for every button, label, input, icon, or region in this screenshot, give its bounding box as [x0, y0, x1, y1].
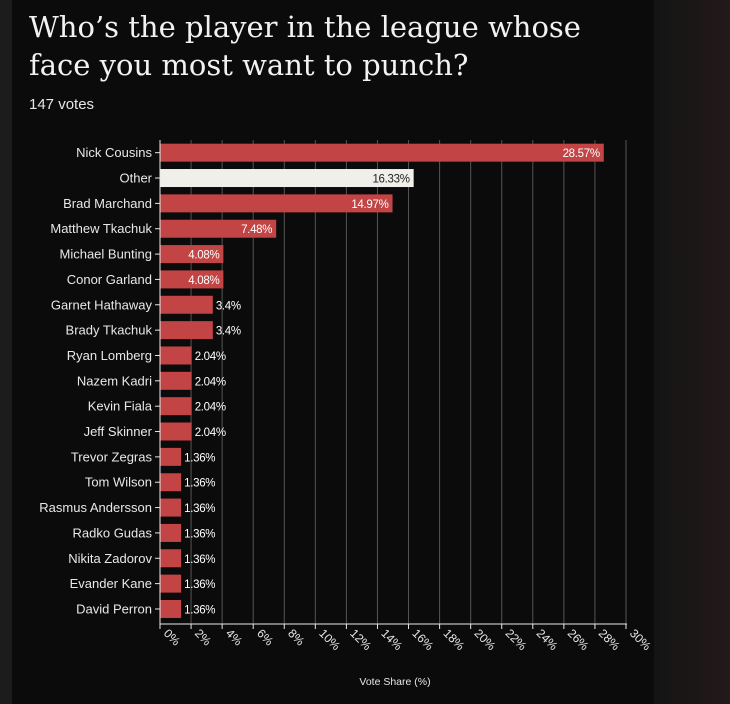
x-tick-label: 30%: [627, 626, 654, 653]
data-label: 4.08%: [188, 250, 219, 262]
y-tick-label: Kevin Fiala: [88, 399, 153, 414]
data-label: 4.08%: [188, 275, 219, 287]
bar: [160, 549, 182, 568]
background-edge: [654, 0, 730, 704]
data-label: 28.57%: [563, 148, 600, 160]
data-label: 2.04%: [195, 351, 226, 363]
bar: [160, 270, 224, 289]
data-label: 1.36%: [184, 452, 215, 464]
y-tick-label: Ryan Lomberg: [67, 348, 152, 363]
data-label: 1.36%: [184, 579, 215, 591]
x-tick-label: 20%: [472, 626, 499, 653]
y-tick-label: Michael Bunting: [60, 247, 153, 262]
x-tick-label: 22%: [503, 626, 530, 653]
y-tick-label: Evander Kane: [70, 576, 152, 591]
data-label: 2.04%: [195, 427, 226, 439]
x-tick-label: 12%: [347, 626, 374, 653]
bar: [160, 422, 192, 441]
x-tick-label: 10%: [316, 626, 343, 653]
data-label: 1.36%: [184, 503, 215, 515]
x-tick-label: 26%: [565, 626, 592, 653]
y-tick-label: Conor Garland: [67, 272, 152, 287]
y-tick-label: Trevor Zegras: [71, 449, 153, 464]
x-tick-label: 24%: [534, 626, 561, 653]
y-tick-label: Nick Cousins: [76, 145, 152, 160]
x-tick-label: 8%: [285, 626, 307, 648]
x-tick-label: 16%: [409, 626, 436, 653]
bar: [160, 397, 192, 416]
y-tick-label: Brady Tkachuk: [66, 323, 153, 338]
data-label: 1.36%: [184, 604, 215, 616]
y-tick-label: Rasmus Andersson: [39, 500, 152, 515]
y-tick-label: Radko Gudas: [73, 525, 153, 540]
chart-title: Who’s the player in the league whose fac…: [29, 10, 581, 82]
x-axis-title: Vote Share (%): [359, 676, 430, 688]
data-label: 1.36%: [184, 478, 215, 490]
data-label: 14.97%: [351, 199, 388, 211]
bar: [160, 169, 414, 188]
x-tick-label: 14%: [378, 626, 405, 653]
data-label: 7.48%: [241, 224, 272, 236]
vote-count: 147 votes: [29, 96, 95, 113]
y-tick-label: David Perron: [76, 601, 152, 616]
chart-panel: [12, 0, 654, 704]
data-label: 2.04%: [195, 402, 226, 414]
y-tick-label: Matthew Tkachuk: [50, 221, 152, 236]
bar: [160, 498, 182, 517]
bar: [160, 194, 393, 213]
data-label: 16.33%: [372, 174, 409, 186]
y-tick-label: Nazem Kadri: [77, 373, 152, 388]
y-tick-label: Nikita Zadorov: [68, 551, 152, 566]
data-label: 3.4%: [216, 300, 241, 312]
bar: [160, 321, 213, 340]
x-tick-label: 6%: [254, 626, 276, 648]
y-tick-label: Other: [119, 171, 152, 186]
bar: [160, 346, 192, 365]
bar: [160, 473, 182, 492]
bar: [160, 219, 277, 238]
bar: [160, 523, 182, 542]
data-label: 1.36%: [184, 528, 215, 540]
x-tick-label: 4%: [223, 626, 245, 648]
x-tick-label: 28%: [596, 626, 623, 653]
bar: [160, 599, 182, 618]
bar: [160, 245, 224, 264]
bar: [160, 143, 604, 162]
bar: [160, 447, 182, 466]
data-label: 1.36%: [184, 554, 215, 566]
bar: [160, 371, 192, 390]
data-label: 3.4%: [216, 326, 241, 338]
x-tick-label: 0%: [161, 626, 183, 648]
y-tick-label: Garnet Hathaway: [51, 297, 153, 312]
y-tick-label: Brad Marchand: [63, 196, 152, 211]
y-tick-label: Jeff Skinner: [84, 424, 153, 439]
data-label: 2.04%: [195, 376, 226, 388]
y-tick-label: Tom Wilson: [85, 475, 152, 490]
bar: [160, 295, 213, 314]
x-tick-label: 18%: [440, 626, 467, 653]
bar: [160, 574, 182, 593]
x-tick-label: 2%: [192, 626, 214, 648]
